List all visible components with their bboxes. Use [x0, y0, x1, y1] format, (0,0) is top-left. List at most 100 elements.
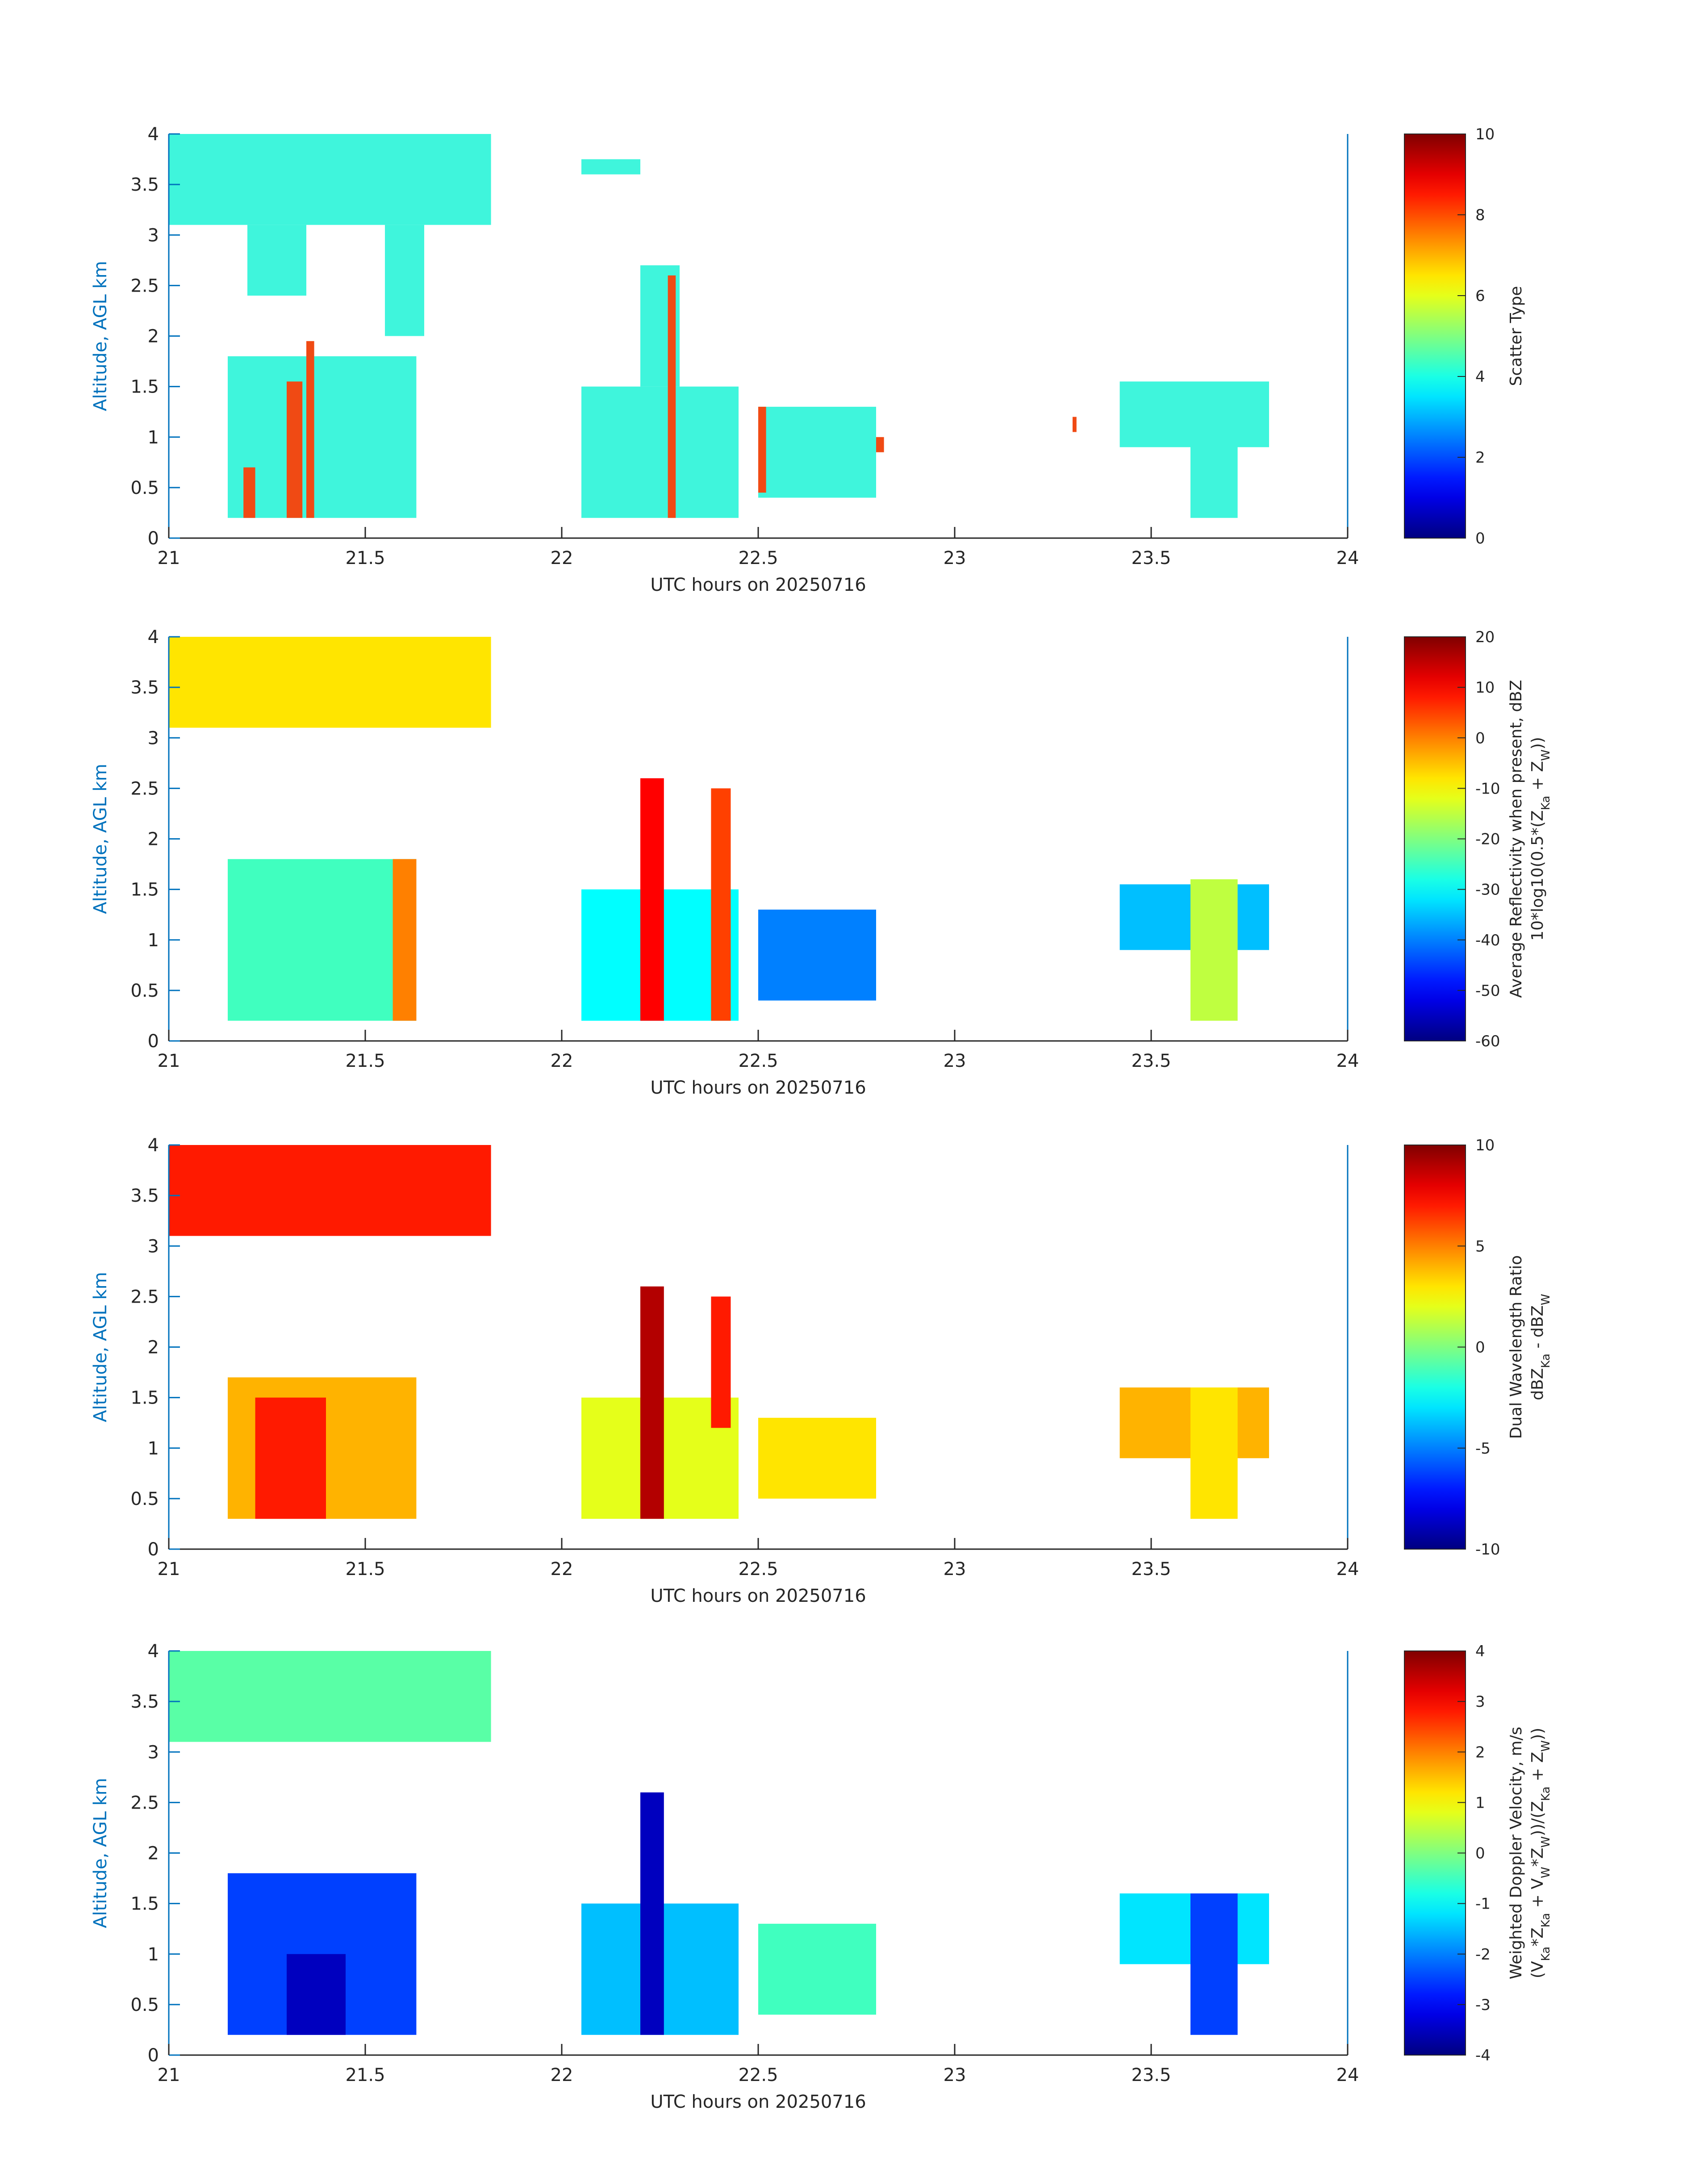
- heatmap-cell-15: [758, 406, 766, 493]
- y-tick-label: 0.5: [130, 1995, 159, 2015]
- x-tick-label: 22.5: [738, 2065, 778, 2085]
- heatmap-cell-6: [758, 1923, 876, 2015]
- heatmap-cell-7: [758, 1417, 876, 1499]
- colorbar-label-line-2: dBZKa - dBZW: [1528, 1294, 1553, 1400]
- heatmap-cell-9: [1119, 381, 1269, 447]
- x-axis-label: UTC hours on 20250716: [650, 1078, 866, 1098]
- x-tick-label: 24: [1336, 2065, 1359, 2085]
- heatmap-cell-8: [758, 406, 876, 498]
- heatmap-cell-5: [581, 159, 640, 175]
- y-tick-label: 2: [148, 1843, 159, 1864]
- x-tick-label: 23: [944, 1559, 966, 1579]
- heatmap-cell-5: [640, 778, 664, 1021]
- heatmap-cell-9: [1190, 1387, 1238, 1519]
- y-tick-label: 1: [148, 930, 159, 951]
- colorbar-tick-label: 0: [1475, 1339, 1485, 1357]
- x-tick-label: 21: [158, 1559, 180, 1579]
- x-tick-label: 22: [551, 1051, 573, 1071]
- x-axis-label: UTC hours on 20250716: [650, 575, 866, 595]
- colorbar-tick-label: -4: [1475, 2047, 1491, 2064]
- y-tick-label: 4: [148, 1135, 159, 1156]
- x-tick-label: 21: [158, 1051, 180, 1071]
- colorbar-tick-label: -5: [1475, 1440, 1491, 1458]
- y-tick-label: 3: [148, 728, 159, 748]
- colorbar-tick-label: 10: [1475, 125, 1495, 143]
- x-tick-label: 21.5: [345, 1559, 385, 1579]
- y-tick-label: 3.5: [130, 175, 159, 195]
- x-tick-label: 22: [551, 2065, 573, 2085]
- colorbar: [1404, 636, 1466, 1041]
- x-tick-label: 21.5: [345, 548, 385, 568]
- heatmap-cell-1: [169, 134, 491, 225]
- colorbar-tick-label: -40: [1475, 932, 1500, 949]
- colorbar-tick-label: 0: [1475, 1845, 1485, 1863]
- y-tick-label: 4: [148, 1641, 159, 1662]
- colorbar-tick-label: -1: [1475, 1895, 1491, 1913]
- y-tick-label: 0.5: [130, 478, 159, 498]
- x-tick-label: 22.5: [738, 1559, 778, 1579]
- colorbar: [1404, 134, 1466, 539]
- x-tick-label: 23: [944, 1051, 966, 1071]
- colorbar-tick-label: -60: [1475, 1032, 1500, 1050]
- colorbar-label-line-2: (VKa*ZKa + VW*ZW))/(ZKa + ZW)): [1528, 1728, 1553, 1978]
- colorbar-tick-label: -50: [1475, 982, 1500, 1000]
- colorbar-tick-label: -3: [1475, 1996, 1491, 2014]
- heatmap-cell-2: [247, 225, 306, 296]
- colorbar-tick-label: 4: [1475, 1642, 1485, 1660]
- colorbar-tick-label: 20: [1475, 628, 1495, 646]
- colorbar-tick-label: 10: [1475, 679, 1495, 697]
- x-tick-label: 24: [1336, 1559, 1359, 1579]
- x-tick-label: 22.5: [738, 548, 778, 568]
- y-tick-label: 2.5: [130, 1793, 159, 1813]
- heatmap-cell-1: [169, 637, 491, 728]
- x-tick-label: 24: [1336, 1051, 1359, 1071]
- x-tick-label: 23.5: [1131, 1051, 1171, 1071]
- heatmap-cell-3: [287, 1954, 346, 2035]
- y-tick-label: 4: [148, 627, 159, 648]
- heatmap-cell-14: [668, 275, 676, 518]
- colorbar-tick-label: 10: [1475, 1137, 1495, 1154]
- x-axis-label: UTC hours on 20250716: [650, 2092, 866, 2112]
- x-tick-label: 21.5: [345, 1051, 385, 1071]
- y-tick-label: 2: [148, 829, 159, 850]
- y-tick-label: 0: [148, 528, 159, 549]
- y-tick-label: 2: [148, 1337, 159, 1358]
- colorbar-tick-label: -2: [1475, 1946, 1491, 1964]
- colorbar-label-line-1: Scatter Type: [1507, 286, 1525, 386]
- heatmap-cell-7: [758, 909, 876, 1001]
- x-tick-label: 23.5: [1131, 1559, 1171, 1579]
- x-tick-label: 23.5: [1131, 548, 1171, 568]
- heatmap-cell-1: [169, 1145, 491, 1236]
- colorbar-tick-label: -10: [1475, 1541, 1500, 1559]
- colorbar-label-line-1: Weighted Doppler Velocity, m/s: [1507, 1727, 1525, 1980]
- y-tick-label: 0: [148, 2045, 159, 2066]
- x-tick-label: 22.5: [738, 1051, 778, 1071]
- colorbar: [1404, 1145, 1466, 1550]
- colorbar-tick-label: 0: [1475, 530, 1485, 547]
- x-axis-label: UTC hours on 20250716: [650, 1586, 866, 1606]
- heatmap-cell-13: [306, 341, 314, 518]
- heatmap-cell-3: [255, 1397, 326, 1519]
- x-tick-label: 21.5: [345, 2065, 385, 2085]
- y-tick-label: 0: [148, 1539, 159, 1560]
- heatmap-cell-11: [243, 467, 255, 518]
- colorbar-tick-label: 3: [1475, 1693, 1485, 1711]
- y-axis-label: Altitude, AGL km: [90, 261, 111, 411]
- y-tick-label: 2.5: [130, 778, 159, 799]
- colorbar-tick-label: -10: [1475, 780, 1500, 798]
- heatmap-cell-6: [581, 386, 739, 518]
- heatmap-cell-3: [385, 225, 424, 336]
- x-tick-label: 22: [551, 548, 573, 568]
- y-tick-label: 3.5: [130, 677, 159, 698]
- heatmap-cell-12: [287, 381, 303, 518]
- y-tick-label: 1: [148, 1438, 159, 1459]
- colorbar-tick-label: -30: [1475, 881, 1500, 899]
- y-tick-label: 0.5: [130, 1489, 159, 1509]
- heatmap-cell-16: [876, 437, 884, 452]
- colorbar: [1404, 1651, 1466, 2056]
- heatmap-cell-9: [1190, 879, 1238, 1021]
- heatmap-cell-6: [711, 1296, 731, 1428]
